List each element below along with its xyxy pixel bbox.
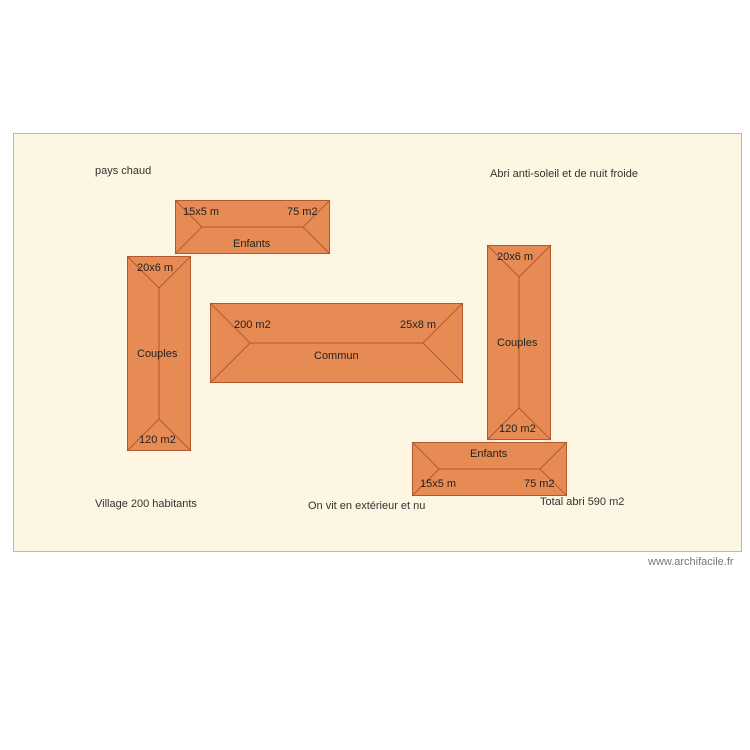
- building-enfants_bottom-label-1: 15x5 m: [420, 478, 456, 490]
- building-commun-label-2: Commun: [314, 350, 359, 362]
- building-commun-label-1: 25x8 m: [400, 319, 436, 331]
- building-couples_left-label-1: Couples: [137, 348, 177, 360]
- roof-commun: [210, 303, 463, 383]
- annotation-pays_chaud: pays chaud: [95, 165, 151, 177]
- building-couples_right: 20x6 m Couples 120 m2: [487, 245, 551, 440]
- annotation-abri_soleil: Abri anti-soleil et de nuit froide: [490, 168, 638, 180]
- watermark: www.archifacile.fr: [648, 556, 734, 568]
- building-couples_right-label-1: Couples: [497, 337, 537, 349]
- annotation-vie_ext: On vit en extérieur et nu: [308, 500, 425, 512]
- annotation-village: Village 200 habitants: [95, 498, 197, 510]
- building-commun: 200 m2 25x8 m Commun: [210, 303, 463, 383]
- building-enfants_top-label-2: Enfants: [233, 238, 270, 250]
- building-couples_right-label-2: 120 m2: [499, 423, 536, 435]
- building-enfants_bottom-label-2: 75 m2: [524, 478, 555, 490]
- building-commun-label-0: 200 m2: [234, 319, 271, 331]
- building-enfants_bottom-label-0: Enfants: [470, 448, 507, 460]
- building-couples_right-label-0: 20x6 m: [497, 251, 533, 263]
- building-couples_left: 20x6 m Couples 120 m2: [127, 256, 191, 451]
- building-couples_left-label-2: 120 m2: [139, 434, 176, 446]
- building-couples_left-label-0: 20x6 m: [137, 262, 173, 274]
- building-enfants_bottom: Enfants 15x5 m 75 m2: [412, 442, 567, 496]
- building-enfants_top-label-1: 75 m2: [287, 206, 318, 218]
- annotation-total: Total abri 590 m2: [540, 496, 624, 508]
- building-enfants_top: 15x5 m 75 m2 Enfants: [175, 200, 330, 254]
- building-enfants_top-label-0: 15x5 m: [183, 206, 219, 218]
